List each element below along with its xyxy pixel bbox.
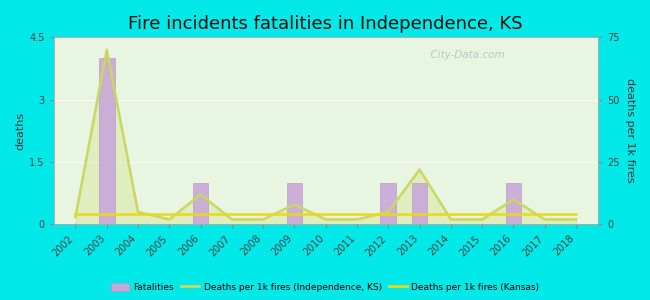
Bar bbox=[506, 183, 521, 224]
Bar bbox=[411, 183, 428, 224]
Title: Fire incidents fatalities in Independence, KS: Fire incidents fatalities in Independenc… bbox=[129, 15, 523, 33]
Text: City-Data.com: City-Data.com bbox=[424, 50, 504, 60]
Y-axis label: deaths: deaths bbox=[15, 112, 25, 150]
Bar bbox=[287, 183, 302, 224]
Y-axis label: deaths per 1k fires: deaths per 1k fires bbox=[625, 79, 635, 183]
Bar bbox=[380, 183, 396, 224]
Bar bbox=[193, 183, 209, 224]
Legend: Fatalities, Deaths per 1k fires (Independence, KS), Deaths per 1k fires (Kansas): Fatalities, Deaths per 1k fires (Indepen… bbox=[107, 279, 543, 296]
Bar bbox=[99, 58, 114, 224]
